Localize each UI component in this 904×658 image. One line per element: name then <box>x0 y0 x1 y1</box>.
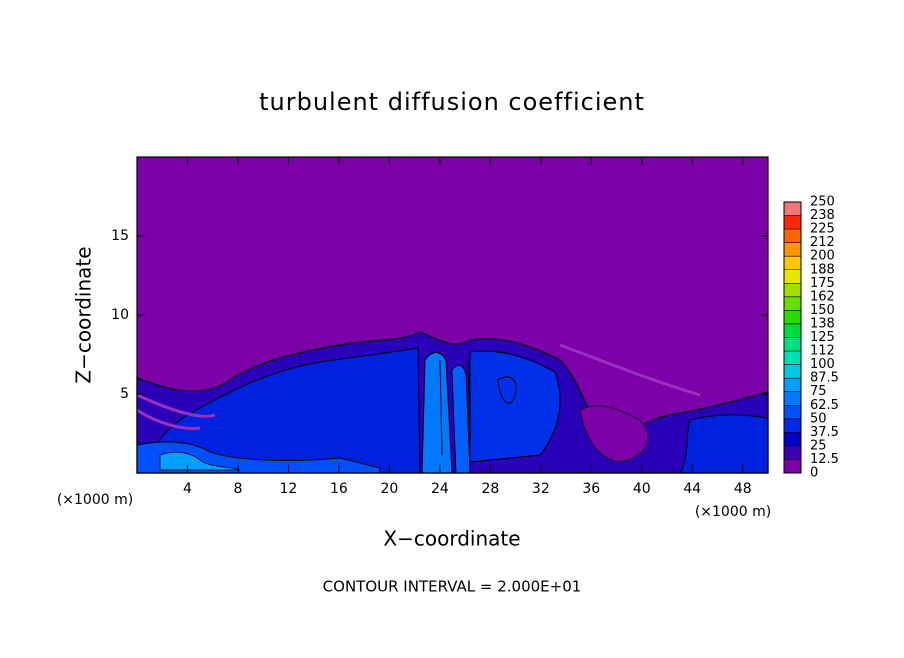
colorbar-label: 225 <box>810 222 835 237</box>
x-tick-label: 16 <box>330 481 348 497</box>
colorbar-band <box>784 242 801 257</box>
x-unit-label: (×1000 m) <box>695 504 771 520</box>
colorbar-label: 62.5 <box>810 398 839 413</box>
colorbar-band <box>784 229 801 243</box>
colorbar-band <box>784 391 801 406</box>
colorbar-band <box>784 364 801 379</box>
colorbar-label: 12.5 <box>810 452 839 467</box>
colorbar-band <box>784 337 801 352</box>
colorbar-label: 125 <box>810 330 835 345</box>
colorbar-label: 112 <box>810 344 835 359</box>
x-unit-label: (×1000 m) <box>57 492 133 508</box>
colorbar-band <box>784 445 801 460</box>
y-tick-label: 10 <box>111 307 129 323</box>
colorbar-band <box>784 283 801 297</box>
colorbar-label: 87.5 <box>810 371 839 386</box>
contour-line <box>439 359 517 456</box>
colorbar-label: 138 <box>810 316 835 331</box>
colorbar-band <box>784 256 801 270</box>
colorbar-label: 238 <box>810 208 835 223</box>
field-region <box>451 365 471 474</box>
colorbar-label: 100 <box>810 357 835 372</box>
field-streak <box>136 343 701 430</box>
colorbar-label: 25 <box>810 438 827 453</box>
footer-note: CONTOUR INTERVAL = 2.000E+01 <box>323 578 582 596</box>
colorbar-band <box>784 310 801 324</box>
field-region <box>421 352 453 474</box>
colorbar-band <box>784 323 801 338</box>
x-tick-label: 24 <box>431 481 449 497</box>
colorbar-band <box>784 378 801 392</box>
colorbar-band <box>784 215 801 230</box>
x-tick-label: 48 <box>734 481 752 497</box>
field-region <box>579 405 649 463</box>
field-region <box>469 350 561 463</box>
colorbar-label: 50 <box>810 411 827 426</box>
colorbar-label: 162 <box>810 289 835 304</box>
y-tick-label: 5 <box>120 386 129 402</box>
colorbar-label: 188 <box>810 262 835 277</box>
x-tick-label: 20 <box>380 481 398 497</box>
x-tick-label: 4 <box>183 481 192 497</box>
colorbar-label: 200 <box>810 249 835 264</box>
colorbar-label: 175 <box>810 276 835 291</box>
field-region <box>159 451 241 471</box>
x-axis-label: X−coordinate <box>383 527 520 551</box>
chart-title: turbulent diffusion coefficient <box>259 88 645 116</box>
x-tick-label: 44 <box>683 481 701 497</box>
contour-field <box>136 157 769 474</box>
x-tick-label: 8 <box>233 481 242 497</box>
colorbar-band <box>784 351 801 365</box>
x-tick-label: 12 <box>280 481 298 497</box>
x-tick-label: 36 <box>582 481 600 497</box>
field-region <box>679 414 769 474</box>
x-tick-label: 28 <box>481 481 499 497</box>
colorbar-label: 0 <box>810 466 818 481</box>
colorbar-band <box>784 432 801 446</box>
colorbar-band <box>784 405 801 419</box>
colorbar-band <box>784 202 801 216</box>
y-axis-label: Z−coordinate <box>72 246 96 383</box>
colorbar-band <box>784 459 801 473</box>
colorbar-band <box>784 296 801 311</box>
colorbar-band <box>784 418 801 433</box>
colorbar-band <box>784 269 801 284</box>
y-tick-label: 15 <box>111 228 129 244</box>
x-tick-label: 40 <box>633 481 651 497</box>
colorbar-label: 250 <box>810 195 835 210</box>
colorbar-label: 75 <box>810 384 827 399</box>
colorbar-label: 212 <box>810 235 835 250</box>
x-tick-label: 32 <box>532 481 550 497</box>
colorbar-label: 37.5 <box>810 425 839 440</box>
colorbar-label: 150 <box>810 303 835 318</box>
